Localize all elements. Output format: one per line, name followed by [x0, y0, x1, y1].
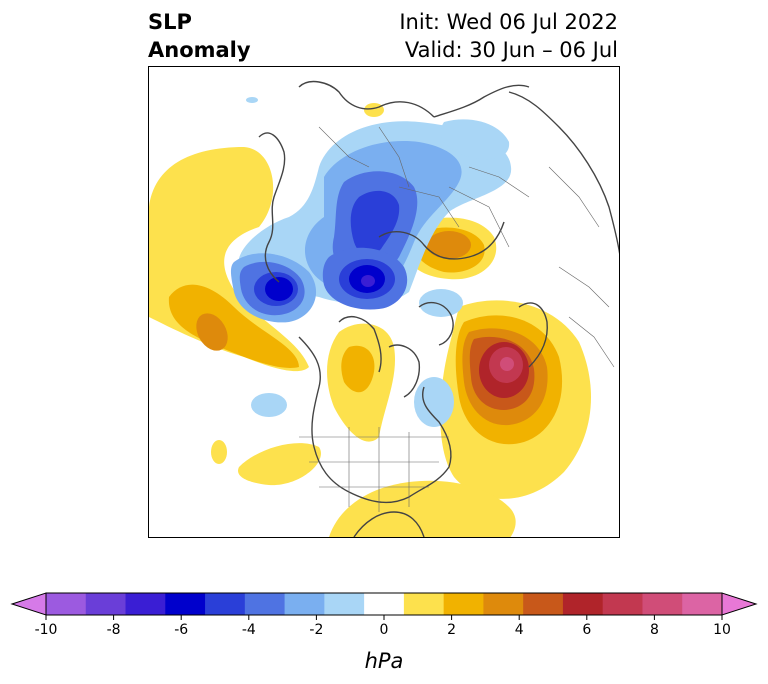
colorbar-segment: [46, 593, 87, 615]
colorbar-tick-label: -2: [309, 622, 323, 638]
colorbar: -10 -8 -6 -4 -2 0 2 4 6 8 10 hPa: [0, 585, 768, 675]
boundary-layer: [299, 126, 615, 512]
colorbar-tick-label: 6: [582, 622, 591, 638]
colorbar-segment: [403, 593, 445, 615]
colorbar-segment: [523, 593, 564, 615]
colorbar-segment: [642, 593, 683, 615]
colorbar-segment: [85, 593, 127, 615]
colorbar-extend-min: [10, 592, 47, 616]
valid-range: Valid: 30 Jun – 06 Jul: [404, 38, 618, 62]
colorbar-segment: [244, 593, 286, 615]
colorbar-tick-label: 4: [515, 622, 524, 638]
colorbar-segment: [165, 593, 206, 615]
slp-anomaly-map: [149, 80, 619, 537]
colorbar-ticks: -10 -8 -6 -4 -2 0 2 4 6 8 10: [35, 615, 731, 638]
colorbar-tick-label: 2: [447, 622, 456, 638]
colorbar-segment: [682, 593, 723, 615]
colorbar-unit: hPa: [365, 649, 404, 673]
map-title: SLP Anomaly: [148, 8, 251, 64]
colorbar-segment: [483, 593, 524, 615]
colorbar-tick-label: 0: [380, 622, 389, 638]
colorbar-segment: [443, 593, 484, 615]
title-variable: SLP: [148, 10, 192, 34]
colorbar-tick-label: 10: [713, 622, 731, 638]
map-dates: Init: Wed 06 Jul 2022 Valid: 30 Jun – 06…: [399, 8, 618, 64]
positive-anomaly-layer: [149, 103, 591, 537]
colorbar-graphic: -10 -8 -6 -4 -2 0 2 4 6 8 10 hPa: [10, 592, 758, 673]
colorbar-tick-label: -8: [107, 622, 121, 638]
colorbar-tick-label: -6: [174, 622, 188, 638]
colorbar-segment: [364, 593, 405, 615]
colorbar-segment: [562, 593, 604, 615]
colorbar-segment: [324, 593, 365, 615]
colorbar-segment: [125, 593, 166, 615]
colorbar-tick-label: -4: [242, 622, 256, 638]
colorbar-tick-label: -10: [35, 622, 58, 638]
coastline-layer: [258, 80, 619, 537]
colorbar-segment: [284, 593, 325, 615]
negative-anomaly-layer: [230, 97, 512, 427]
map-panel: [148, 66, 620, 538]
init-date: Init: Wed 06 Jul 2022: [399, 10, 618, 34]
colorbar-segments: [10, 592, 758, 616]
colorbar-extend-max: [721, 592, 758, 616]
title-anomaly: Anomaly: [148, 38, 251, 62]
colorbar-segment: [602, 593, 643, 615]
colorbar-tick-label: 8: [650, 622, 659, 638]
colorbar-segment: [205, 593, 246, 615]
